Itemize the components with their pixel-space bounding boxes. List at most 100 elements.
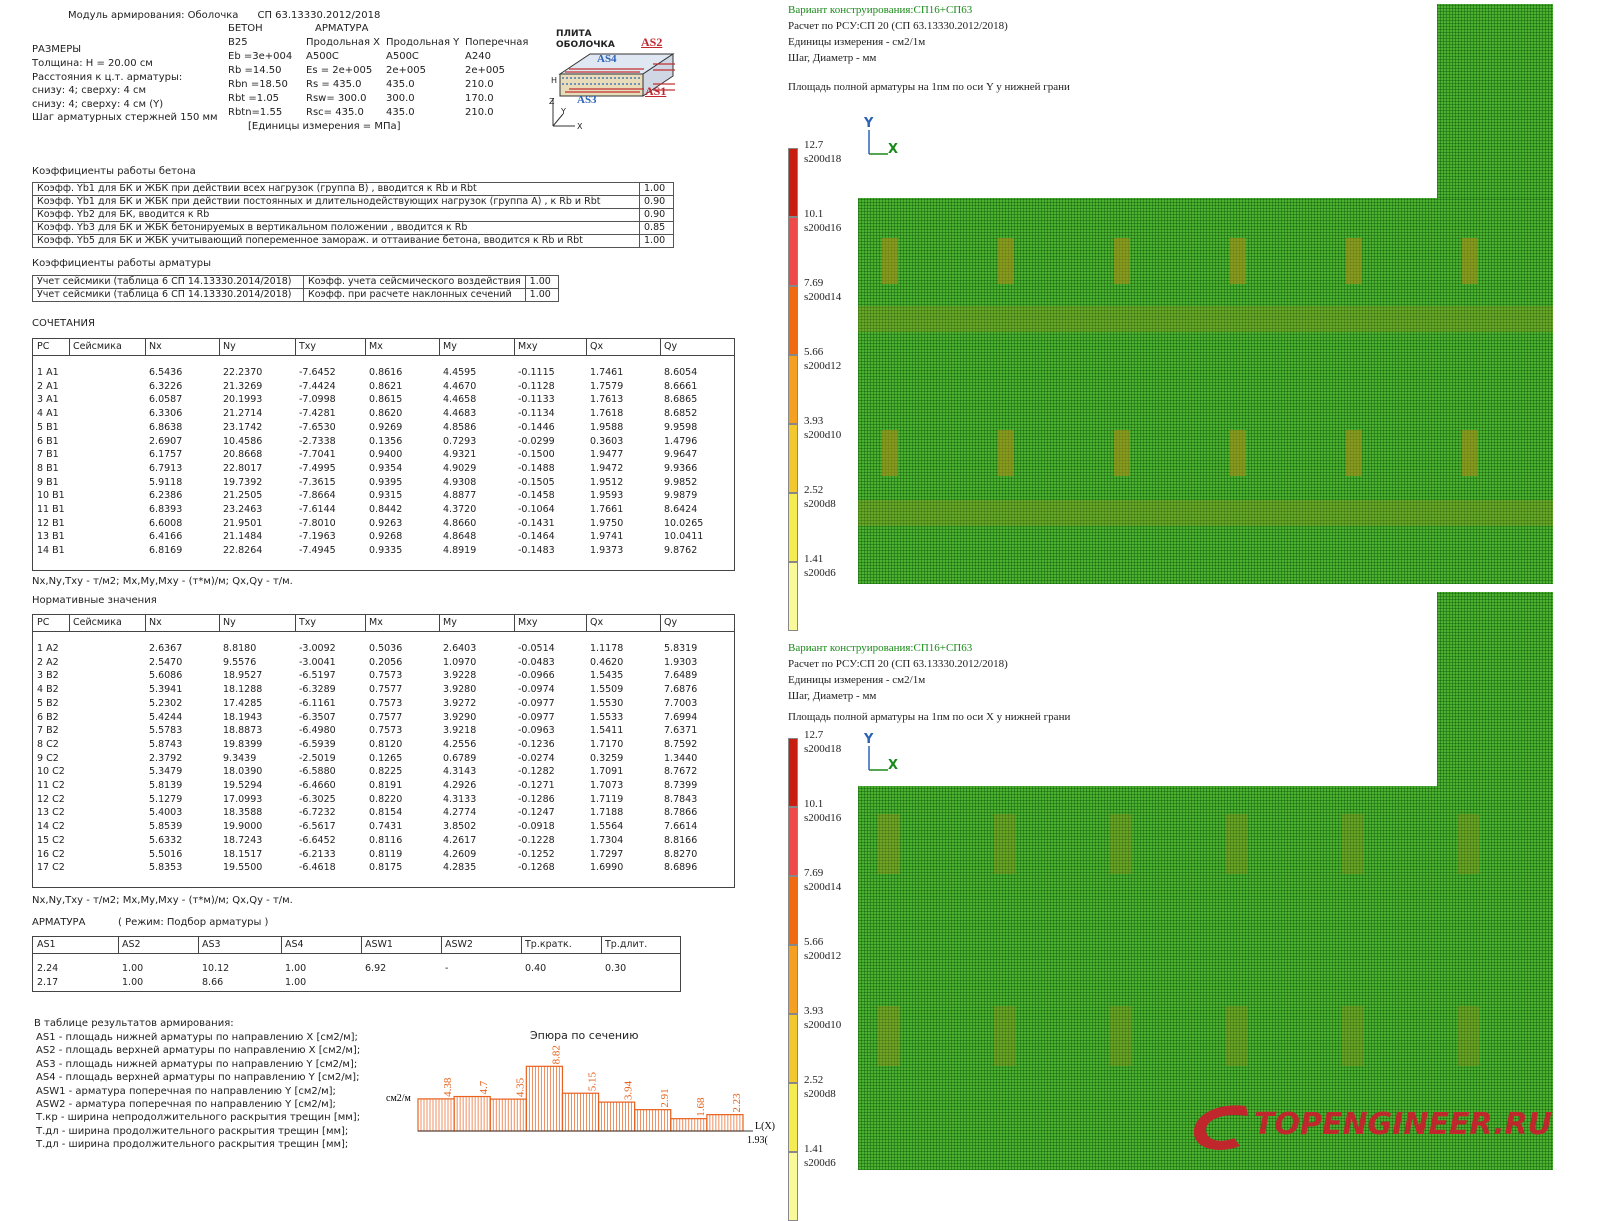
axis-y-label: Y [561, 107, 566, 116]
column-header: Ny [223, 617, 236, 628]
normative-table: РС Сейсмика Nx Ny Txy Mx My Mxy Qx Qy 1 A2 2.6367 8.… [32, 614, 735, 888]
as3-label: AS3 [577, 94, 597, 106]
table-cell: 8.6896 [664, 862, 698, 874]
column-header: My [443, 341, 457, 352]
list-line: Т.кр - ширина непродолжительного раскрыт… [36, 1112, 361, 1124]
table-cell: -0.1115 [518, 367, 555, 378]
table-cell: 10.12 [202, 963, 230, 974]
legend-bar-spec: s200d18 [804, 153, 842, 165]
coef-label: Коэфф. Yb1 для БК и ЖБК при действии пос… [32, 195, 640, 209]
list-line: A500C [386, 51, 419, 62]
table-cell: 4.2609 [443, 848, 477, 860]
table-cell: 5 B1 [37, 421, 59, 433]
table-cell: 19.5500 [223, 862, 263, 874]
table-cell: 0.8442 [369, 504, 403, 515]
table-cell: -0.1458 [518, 490, 555, 502]
table-cell: 3.9280 [443, 684, 477, 696]
list-line: 2e+005 [465, 65, 505, 76]
legend-bar-spec: s200d18 [804, 743, 842, 755]
table-cell: 9.9647 [664, 449, 698, 461]
table-cell: 6.4166 [149, 531, 183, 543]
table-cell: 19.8399 [223, 738, 263, 750]
coef-label: Коэфф. при расчете наклонных сечений [303, 288, 526, 302]
table-cell: 4.8919 [443, 545, 477, 557]
panel-2-axis-x: X [888, 758, 899, 773]
chart-x-label: L(X) [755, 1121, 775, 1132]
panel-2-axis-y: Y [864, 732, 874, 747]
column-header: ASW2 [445, 939, 473, 950]
table-cell: 1.5435 [590, 670, 624, 682]
table-cell: 1 A1 [37, 367, 59, 378]
table-cell: 4.9321 [443, 449, 477, 461]
table-cell: -2.5019 [299, 752, 336, 764]
column-divider [295, 339, 296, 355]
table-cell: 7.6994 [664, 711, 698, 723]
column-divider [514, 339, 515, 355]
table-cell: 1.9741 [590, 531, 624, 543]
table-cell: -7.8664 [299, 490, 336, 502]
table-cell: 17 C2 [37, 862, 65, 874]
table-cell: 21.2505 [223, 490, 263, 502]
table-cell: 5.2302 [149, 697, 183, 709]
table-cell: 0.9400 [369, 449, 403, 461]
column-header: AS2 [122, 939, 141, 950]
legend-swatch [788, 738, 798, 807]
table-cell: 4.4595 [443, 367, 477, 378]
table-cell: 22.8017 [223, 462, 263, 474]
table-cell: 18.7243 [223, 834, 263, 846]
panel-1-step: Шаг, Диаметр - мм [788, 52, 877, 64]
table-cell: -2.7338 [299, 435, 336, 447]
table-cell: 6.3306 [149, 408, 183, 420]
legend-swatch [788, 807, 798, 876]
table-cell: 1.9593 [590, 490, 624, 502]
table-cell: -0.1431 [518, 517, 555, 529]
panel-1-axis-y: Y [864, 116, 874, 131]
legend-swatch [788, 1083, 798, 1152]
table-cell: 1.7170 [590, 738, 624, 750]
table-cell: 2.6907 [149, 435, 183, 447]
legend-swatch [788, 1014, 798, 1083]
as4-label: AS4 [597, 53, 617, 65]
list-line: 435.0 [386, 107, 415, 118]
legend-bar-spec: s200d10 [804, 1019, 842, 1031]
list-line: 170.0 [465, 93, 494, 104]
table-cell: 8 B1 [37, 462, 59, 474]
table-cell: -0.0974 [518, 684, 555, 696]
table-cell: 5 B2 [37, 697, 59, 709]
table-cell: -0.1252 [518, 848, 555, 860]
table-cell: 5.8139 [149, 780, 183, 791]
coef-value: 1.00 [524, 288, 559, 302]
table-cell: 21.3269 [223, 380, 263, 392]
legend-bar-spec: s200d8 [804, 1088, 836, 1100]
column-header: Qx [590, 341, 604, 352]
column-divider [198, 937, 199, 953]
table-cell: -6.5939 [299, 738, 336, 750]
column-header: Тр.кратк. [525, 939, 572, 950]
table-cell: -6.3507 [299, 711, 336, 723]
table-cell: 0.8616 [369, 367, 403, 378]
table-cell: -0.1488 [518, 462, 555, 474]
table-cell: 5.3479 [149, 766, 183, 778]
list-line: 300.0 [386, 93, 415, 104]
table-cell: 1.3440 [664, 752, 698, 764]
table-cell: 4.4658 [443, 394, 477, 406]
table-cell: 4.8877 [443, 490, 477, 502]
axes-arrows-icon [868, 130, 888, 155]
list-line: ASW1 - арматура поперечная по направлени… [36, 1085, 336, 1097]
table-cell: 6.1757 [149, 449, 183, 461]
table-cell: -6.5880 [299, 766, 336, 778]
table-cell: 1.0970 [443, 656, 477, 668]
table-cell: -0.1483 [518, 545, 555, 557]
table-cell: 8.66 [202, 977, 224, 988]
table-cell: 1.7297 [590, 848, 624, 860]
column-header: AS4 [285, 939, 304, 950]
legend-swatch [788, 217, 798, 286]
table-cell: 10 C2 [37, 766, 65, 778]
plate-drawing [552, 53, 675, 127]
table-cell: 8.8180 [223, 643, 257, 654]
table-row: Коэфф. Yb3 для БК и ЖБК бетонируемых в в… [32, 221, 674, 235]
table-cell: 18.1943 [223, 711, 263, 723]
table-cell: 0.8620 [369, 408, 403, 420]
table-cell: 4.2556 [443, 738, 477, 750]
list-line: Rbt =1.05 [228, 93, 280, 104]
